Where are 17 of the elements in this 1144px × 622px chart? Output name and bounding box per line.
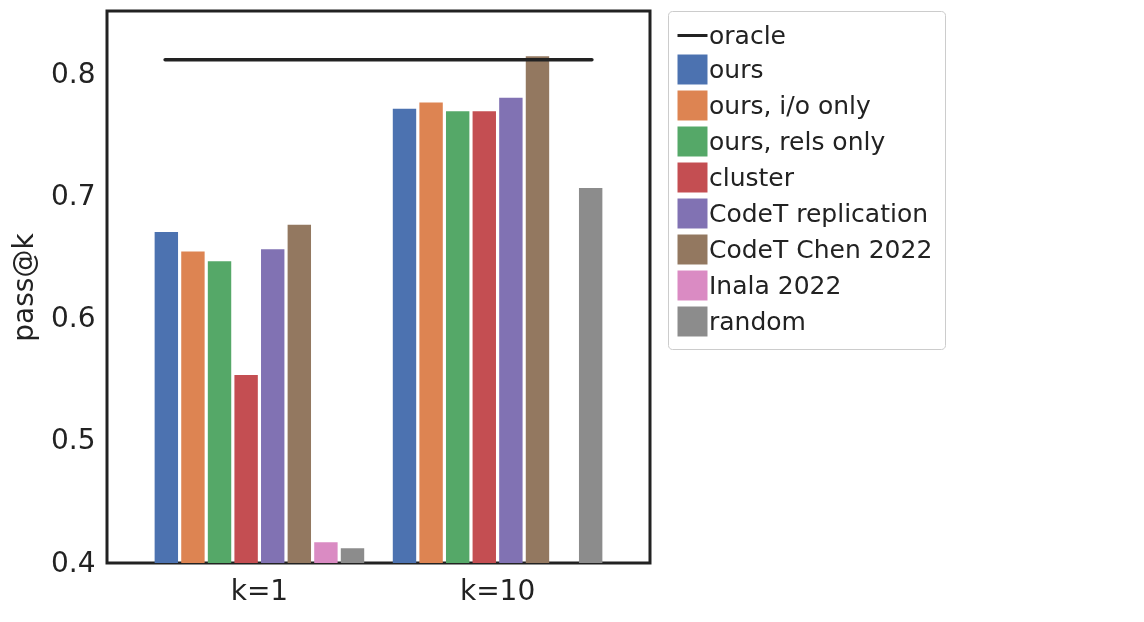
legend-label: ours [709, 54, 764, 84]
x-tick-label: k=10 [459, 573, 536, 607]
legend-label: Inala 2022 [709, 270, 842, 300]
legend-label: CodeT Chen 2022 [709, 234, 933, 264]
x-tick-label: k=1 [230, 573, 289, 607]
y-tick-label: 0.5 [50, 423, 96, 457]
y-tick-label: 0.4 [50, 545, 96, 579]
y-axis-title: pass@k [6, 232, 40, 342]
legend-label: oracle [709, 20, 786, 50]
y-tick-label: 0.6 [50, 301, 96, 335]
legend-label: ours, i/o only [709, 90, 872, 120]
y-tick-label: 0.8 [50, 57, 96, 90]
legend-label: cluster [709, 162, 795, 192]
y-tick-label: 0.7 [50, 179, 96, 213]
legend-label: CodeT replication [709, 198, 929, 228]
legend-label: random [709, 306, 806, 336]
legend-label: ours, rels only [709, 126, 886, 156]
